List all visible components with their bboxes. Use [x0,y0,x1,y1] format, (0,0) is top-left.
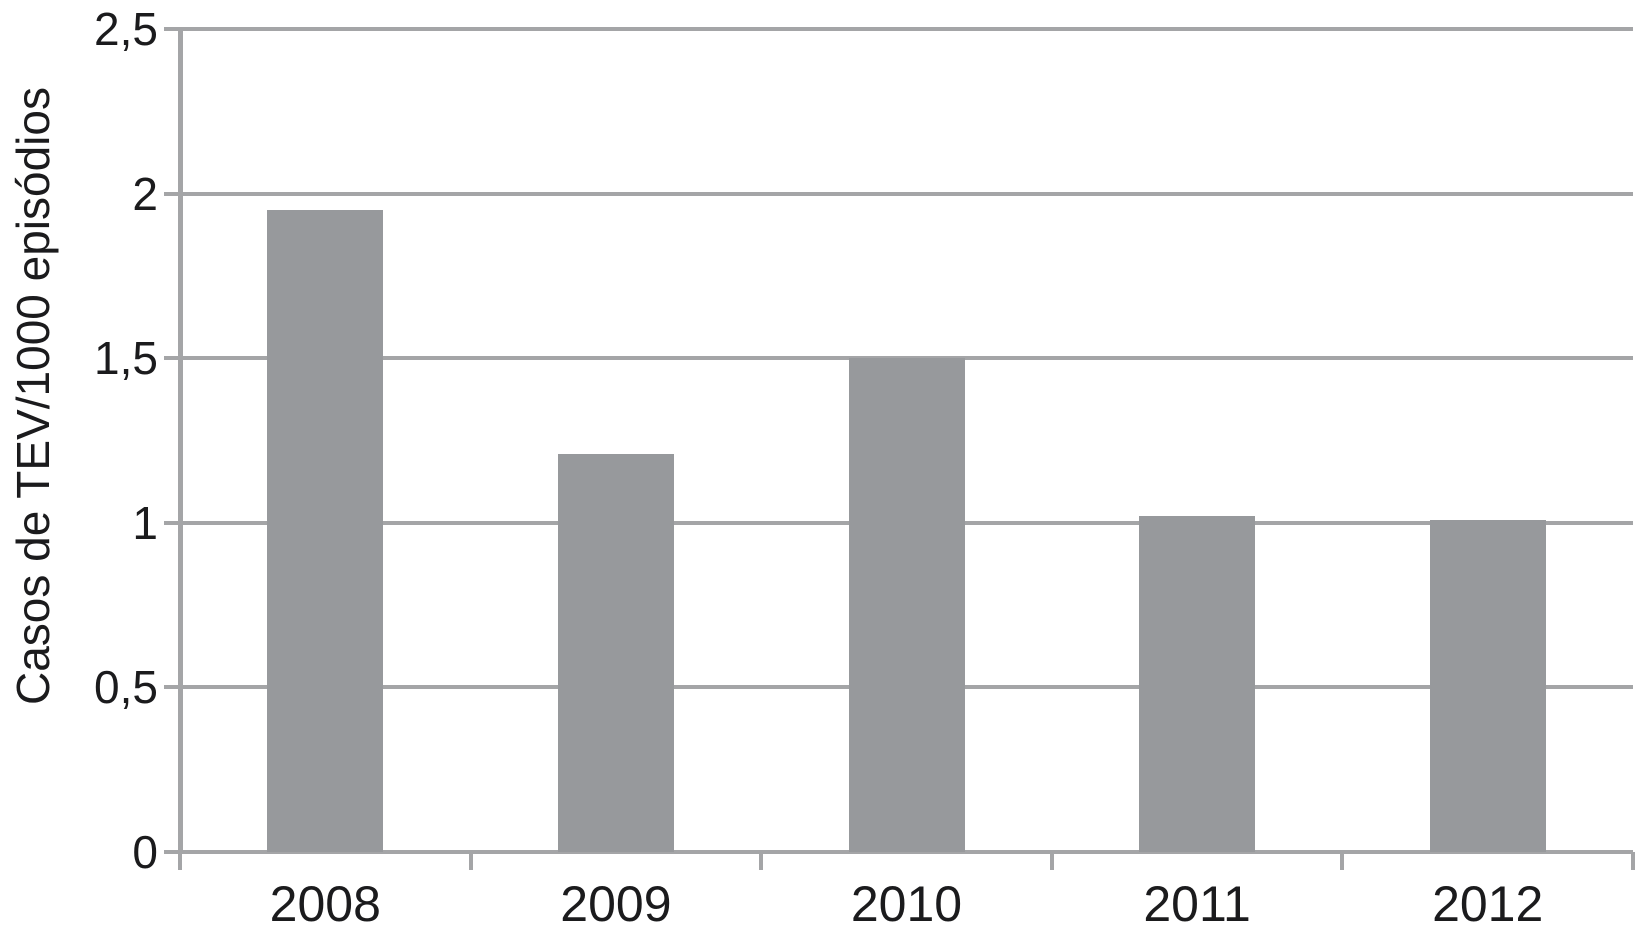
y-tick-label: 1 [132,496,158,549]
x-tick [1340,852,1345,870]
y-axis-line [178,27,183,854]
plot-area [164,27,1635,870]
y-tick-label: 1,5 [94,332,158,385]
x-tick [759,852,764,870]
y-tick-label: 0 [132,826,158,878]
y-tick-label: 2 [132,167,158,220]
y-tick-label: 0,5 [94,661,158,714]
bar-2009 [557,453,674,852]
x-axis-line [164,850,1633,854]
x-tick-label: 2011 [1143,876,1251,932]
x-tick-label: 2010 [850,876,963,932]
gridline [164,356,1633,361]
x-tick-label: 2009 [560,876,672,932]
gridline [164,191,1633,196]
x-tick [468,852,473,870]
x-tick [1049,852,1054,870]
gridline [164,27,1633,31]
bar-2008 [267,210,384,852]
bar-2011 [1139,516,1256,852]
x-tick-label: 2012 [1432,876,1544,932]
x-tick [1631,852,1635,870]
x-tick-label: 2008 [269,876,381,932]
bar-2012 [1429,519,1546,852]
x-tick [178,852,182,870]
y-tick-label: 2,5 [94,3,158,55]
bar-2010 [848,358,965,852]
